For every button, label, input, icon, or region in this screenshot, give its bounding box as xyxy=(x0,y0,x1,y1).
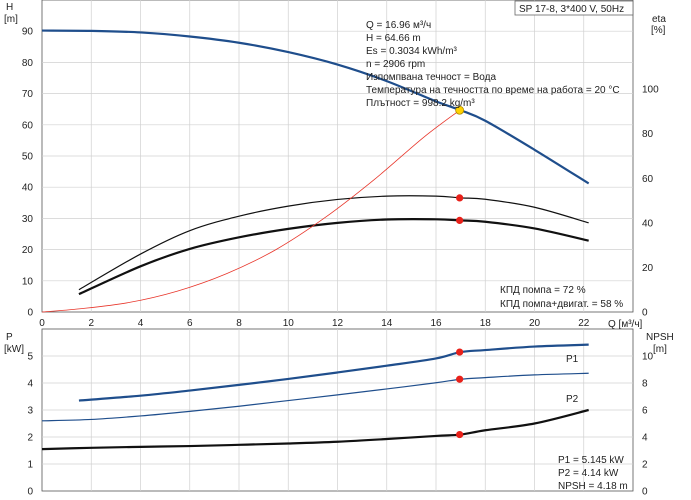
y2-tick-label: 40 xyxy=(642,218,654,229)
p2-value-label: P2 = 4.14 kW xyxy=(558,468,619,479)
info-line: Es = 0.3034 kWh/m³ xyxy=(366,46,458,57)
p-axis-unit: [kW] xyxy=(4,344,24,355)
operating-point-marker xyxy=(456,194,464,202)
chart-title-box xyxy=(514,0,634,16)
y2-tick-label: 100 xyxy=(642,85,659,96)
info-line: n = 2906 rpm xyxy=(366,59,425,70)
y-tick-label: 0 xyxy=(27,308,33,319)
operating-point-marker xyxy=(456,348,464,356)
q-axis-label: Q [м³/ч] xyxy=(608,319,643,330)
curve-p1-0 xyxy=(78,343,589,402)
x-tick-label: 18 xyxy=(480,318,492,329)
total-efficiency-label: КПД помпа+двигат. = 58 % xyxy=(500,299,623,310)
y2-tick-label: 2 xyxy=(642,460,648,471)
info-line: Плътност = 998.2 kg/m³ xyxy=(366,98,475,109)
chart-title: SP 17-8, 3*400 V, 50Hz xyxy=(519,4,624,15)
y-tick-label: 5 xyxy=(27,352,33,363)
x-tick-label: 4 xyxy=(138,318,144,329)
operating-point-info: Q = 16.96 м³/ч H = 64.66 m Es = 0.3034 k… xyxy=(366,20,620,109)
y-tick-label: 1 xyxy=(27,460,33,471)
npsh-axis-unit: [m] xyxy=(653,344,667,355)
h-axis-name: H xyxy=(6,2,13,13)
info-line: Q = 16.96 м³/ч xyxy=(366,20,431,31)
y-tick-label: 50 xyxy=(22,152,34,163)
curve-eta-1 xyxy=(78,195,589,291)
y2-tick-label: 60 xyxy=(642,174,654,185)
y2-tick-label: 20 xyxy=(642,263,654,274)
curve-p2-1 xyxy=(41,372,589,422)
series-label-p1: P1 xyxy=(566,354,579,365)
x-tick-label: 16 xyxy=(430,318,442,329)
y-tick-label: 4 xyxy=(27,379,33,390)
y2-tick-label: 0 xyxy=(642,487,648,498)
y2-tick-label: 0 xyxy=(642,308,648,319)
eta-axis-unit: [%] xyxy=(651,25,666,36)
eta-axis-name: eta xyxy=(652,14,666,25)
operating-point-marker xyxy=(456,375,464,383)
y2-tick-label: 4 xyxy=(642,433,648,444)
p-axis-name: P xyxy=(6,332,13,343)
npsh-value-label: NPSH = 4.18 m xyxy=(558,481,628,492)
curve-h-3 xyxy=(41,109,460,313)
y-tick-label: 3 xyxy=(27,406,33,417)
y-tick-label: 80 xyxy=(22,58,34,69)
y-tick-label: 90 xyxy=(22,27,34,38)
x-tick-label: 2 xyxy=(88,318,94,329)
info-line: Температура на течността по време на раб… xyxy=(366,84,620,96)
x-tick-label: 20 xyxy=(529,318,541,329)
x-tick-label: 10 xyxy=(283,318,295,329)
npsh-axis-name: NPSH xyxy=(646,332,674,343)
y-tick-label: 60 xyxy=(22,120,34,131)
curve-h-0 xyxy=(41,29,590,185)
y-tick-label: 40 xyxy=(22,183,34,194)
y2-tick-label: 80 xyxy=(642,129,654,140)
operating-point-marker xyxy=(455,105,465,115)
info-line: H = 64.66 m xyxy=(366,33,421,44)
y-tick-label: 70 xyxy=(22,89,34,100)
y2-tick-label: 8 xyxy=(642,379,648,390)
curve-npsh-2 xyxy=(41,408,589,451)
y2-tick-label: 6 xyxy=(642,406,648,417)
x-tick-label: 14 xyxy=(381,318,393,329)
y2-tick-label: 10 xyxy=(642,352,654,363)
info-line: Изпомпвана течност = Вода xyxy=(366,72,496,83)
p1-value-label: P1 = 5.145 kW xyxy=(558,455,624,466)
y-tick-label: 10 xyxy=(22,276,34,287)
x-tick-label: 6 xyxy=(187,318,193,329)
y-tick-label: 2 xyxy=(27,433,33,444)
operating-point-marker xyxy=(456,430,464,439)
x-tick-label: 12 xyxy=(332,318,344,329)
x-tick-label: 22 xyxy=(578,318,590,329)
x-tick-label: 0 xyxy=(39,318,45,329)
series-label-p2: P2 xyxy=(566,394,579,405)
y-tick-label: 20 xyxy=(22,245,34,256)
curve-eta-2 xyxy=(78,218,589,296)
y-tick-label: 30 xyxy=(22,214,34,225)
h-axis-unit: [m] xyxy=(4,14,18,25)
pump-efficiency-label: КПД помпа = 72 % xyxy=(500,285,586,296)
x-tick-label: 8 xyxy=(236,318,242,329)
y-tick-label: 0 xyxy=(27,487,33,498)
operating-point-marker xyxy=(456,216,464,225)
